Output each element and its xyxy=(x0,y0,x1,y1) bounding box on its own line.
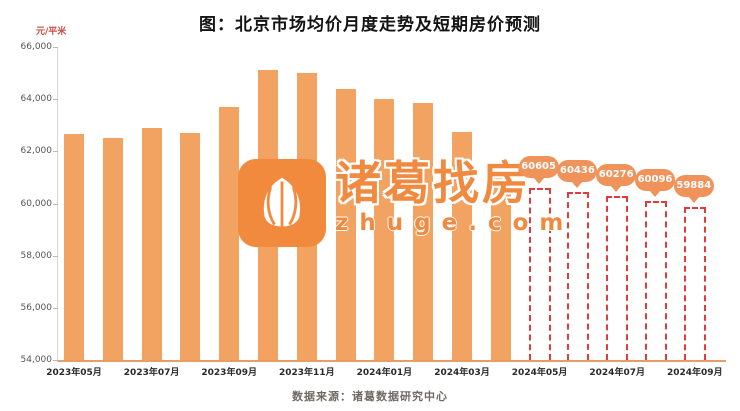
x-axis-tick-label: 2024年07月 xyxy=(589,368,645,378)
x-axis-tick-label: 2023年07月 xyxy=(123,368,180,378)
watermark-text: 诸葛找房 zhuge.com xyxy=(335,156,575,237)
x-axis-tick-label: 2024年09月 xyxy=(667,368,723,378)
y-axis-tick-label: 64,000 xyxy=(20,94,53,105)
price-bar xyxy=(374,99,395,360)
y-axis-tick-label: 58,000 xyxy=(20,250,53,261)
y-axis-tick-mark xyxy=(53,47,58,48)
watermark-brand-en: zhuge.com xyxy=(335,210,575,237)
forecast-value-callout: 60276 xyxy=(596,164,637,187)
price-bar xyxy=(452,131,472,360)
chart-title: 图：北京市场均价月度走势及短期房价预测 xyxy=(199,15,541,35)
price-bar xyxy=(141,127,162,360)
y-axis-tick-label: 66,000 xyxy=(20,42,53,52)
price-bar xyxy=(335,88,356,360)
forecast-value-callout: 60436 xyxy=(557,160,598,183)
x-axis-tick-label: 2023年09月 xyxy=(201,368,257,378)
zhuge-logo-icon xyxy=(238,159,326,247)
data-source-label: 数据来源：诸葛数据研究中心 xyxy=(292,390,448,403)
y-axis-tick-mark xyxy=(53,203,58,205)
price-bar xyxy=(102,138,123,360)
y-axis-tick-label: 62,000 xyxy=(20,146,53,157)
y-axis-unit-label: 元/平米 xyxy=(36,27,67,37)
forecast-bar xyxy=(606,196,629,360)
forecast-bar xyxy=(567,192,590,360)
forecast-bar xyxy=(528,187,551,360)
x-axis-tick-label: 2024年03月 xyxy=(434,368,490,378)
watermark-brand-cn: 诸葛找房 xyxy=(335,156,531,210)
y-axis-tick-mark xyxy=(53,360,58,361)
price-bar xyxy=(219,106,240,360)
y-axis-tick-mark xyxy=(53,99,58,101)
price-bar xyxy=(64,134,84,360)
y-axis-tick-mark xyxy=(53,307,58,309)
forecast-value-callout: 59884 xyxy=(673,174,714,197)
forecast-bar xyxy=(683,206,706,360)
y-axis-tick-label: 54,000 xyxy=(20,355,53,365)
price-bar xyxy=(413,103,434,360)
y-axis-tick-label: 60,000 xyxy=(20,198,53,209)
forecast-bar xyxy=(645,200,667,360)
y-axis-tick-mark xyxy=(53,255,58,257)
x-axis-tick-label: 2023年11月 xyxy=(279,368,335,378)
y-axis-tick-mark xyxy=(53,151,58,153)
lantern-glyph xyxy=(263,177,301,227)
x-axis-tick-label: 2024年05月 xyxy=(511,368,568,378)
watermark: 诸葛找房 zhuge.com xyxy=(238,159,574,247)
forecast-value-callout: 60096 xyxy=(635,168,675,191)
forecast-value-callout: 60605 xyxy=(518,155,559,178)
price-bar xyxy=(180,133,201,360)
x-axis-tick-label: 2024年01月 xyxy=(356,368,413,378)
y-axis-tick-label: 56,000 xyxy=(20,302,53,313)
price-bar xyxy=(490,161,511,360)
x-axis-tick-label: 2023年05月 xyxy=(46,368,102,378)
plot-area: 54,000 56,000 58,000 60,000 62,000 64,000 66,0… xyxy=(21,42,726,378)
